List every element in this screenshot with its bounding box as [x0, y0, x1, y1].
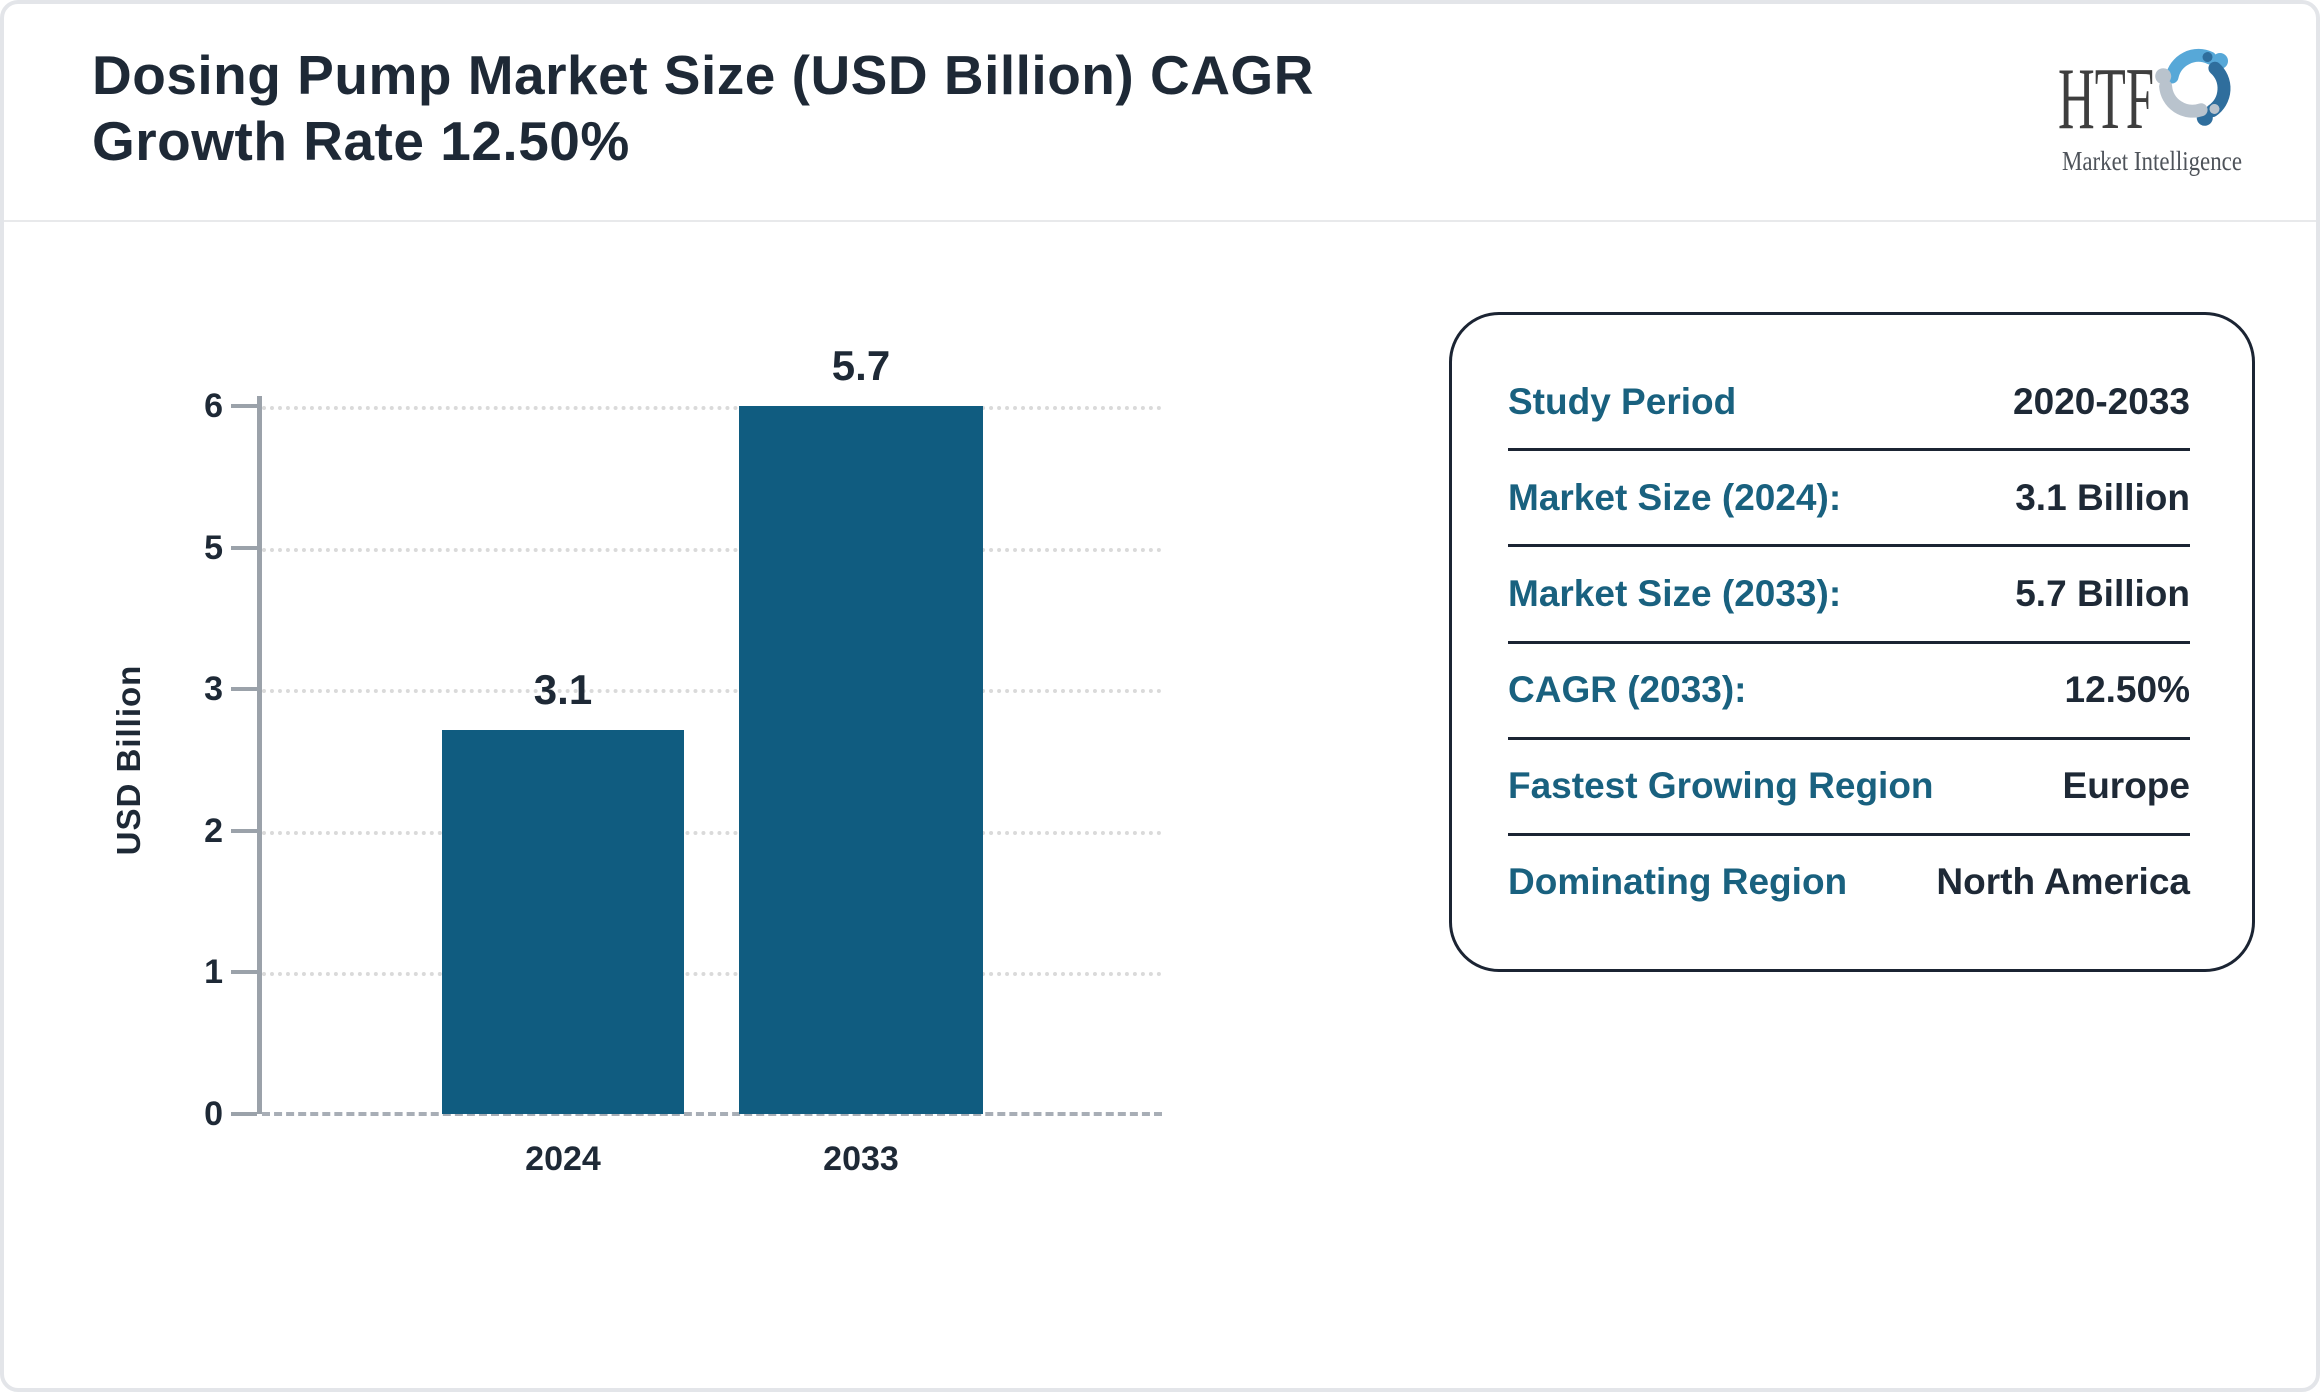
- row-separator: [1508, 448, 2190, 452]
- gridline: [262, 548, 1162, 552]
- y-tick-mark: [231, 1112, 257, 1116]
- gridline: [262, 689, 1162, 693]
- y-tick-label: 1: [204, 953, 223, 991]
- summary-row-label: Market Size (2024):: [1508, 476, 1842, 518]
- summary-row-label: Market Size (2033):: [1508, 572, 1842, 614]
- summary-row-label: Dominating Region: [1508, 861, 1848, 903]
- htf-logo-subtitle-text: Market Intelligence: [2062, 146, 2242, 176]
- y-tick-mark: [231, 546, 257, 550]
- y-tick-mark: [231, 404, 257, 408]
- htf-logo: HTF Market Intelligence: [2050, 32, 2316, 182]
- x-tick-label-2033: 2033: [823, 1140, 899, 1178]
- gridline: [262, 406, 1162, 410]
- bar-2024: 3.1: [442, 666, 684, 1114]
- bar-chart-plot-area: USD Billion 6 5 3 2 1 0 3.1 5.7 2024 203…: [110, 342, 1162, 1178]
- summary-row-value: 2020-2033: [2013, 380, 2190, 422]
- y-tick-label: 0: [204, 1095, 223, 1133]
- summary-row-label: Fastest Growing Region: [1508, 765, 1934, 807]
- htf-logo-swirl-icon: [2155, 48, 2231, 126]
- summary-row-market-size-2033: Market Size (2033): 5.7 Billion: [1452, 547, 2252, 640]
- bar-2024-value-label: 3.1: [533, 665, 593, 713]
- row-separator: [1508, 832, 2190, 836]
- summary-panel: Study Period 2020-2033 Market Size (2024…: [1449, 312, 2255, 972]
- header-divider: [4, 220, 2316, 222]
- y-tick-mark: [231, 687, 257, 691]
- summary-row-value: 5.7 Billion: [2015, 572, 2190, 614]
- page-title-line1: Dosing Pump Market Size (USD Billion) CA…: [92, 44, 1314, 106]
- row-separator: [1508, 544, 2190, 548]
- gridline: [262, 831, 1162, 835]
- row-separator: [1508, 640, 2190, 644]
- y-axis-title: USD Billion: [110, 664, 147, 856]
- x-axis-baseline: [262, 1112, 1162, 1116]
- row-separator: [1508, 736, 2190, 740]
- y-tick-label: 6: [204, 387, 223, 425]
- gridline: [262, 972, 1162, 976]
- y-tick-label: 5: [204, 529, 223, 567]
- y-tick-mark: [231, 829, 257, 833]
- htf-logo-brand-text: HTF: [2058, 51, 2154, 148]
- summary-row-label: CAGR (2033):: [1508, 669, 1747, 711]
- page-title: Dosing Pump Market Size (USD Billion) CA…: [92, 42, 1452, 174]
- page-title-line2: Growth Rate 12.50%: [92, 110, 630, 172]
- summary-row-value: 3.1 Billion: [2015, 476, 2190, 518]
- y-axis-line: [257, 396, 262, 1114]
- y-tick-mark: [231, 970, 257, 974]
- y-tick-label: 2: [204, 812, 223, 850]
- bar-2033: 5.7: [739, 342, 983, 1114]
- x-tick-label-2024: 2024: [525, 1140, 601, 1178]
- summary-row-fastest-growing-region: Fastest Growing Region Europe: [1452, 740, 2252, 833]
- summary-row-market-size-2024: Market Size (2024): 3.1 Billion: [1452, 451, 2252, 544]
- summary-row-dominating-region: Dominating Region North America: [1452, 836, 2252, 929]
- summary-row-study-period: Study Period 2020-2033: [1452, 355, 2252, 448]
- htf-logo-graphic: HTF Market Intelligence: [2058, 48, 2242, 176]
- summary-row-cagr: CAGR (2033): 12.50%: [1452, 644, 2252, 737]
- y-tick-label: 3: [204, 670, 223, 708]
- bar-2033-value-label: 5.7: [831, 342, 891, 389]
- summary-row-value: 12.50%: [2064, 669, 2191, 711]
- summary-row-value: Europe: [2062, 765, 2190, 807]
- summary-row-value: North America: [1936, 861, 2190, 903]
- summary-row-label: Study Period: [1508, 380, 1737, 422]
